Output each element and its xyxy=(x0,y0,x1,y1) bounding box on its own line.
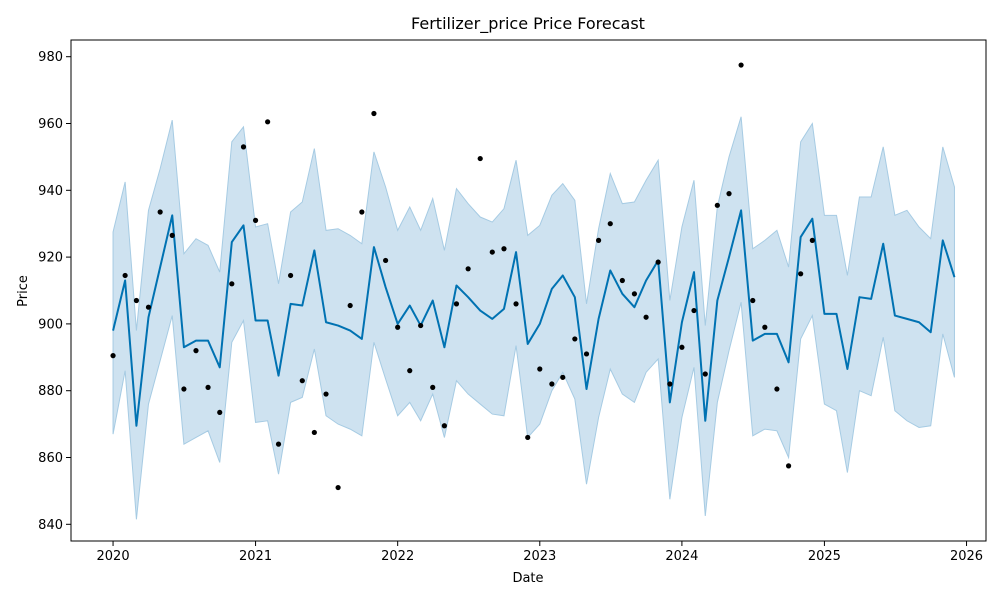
observed-point xyxy=(110,353,116,359)
y-tick-label: 980 xyxy=(38,50,63,65)
y-tick-label: 960 xyxy=(38,117,63,132)
observed-point xyxy=(371,110,377,117)
observed-point xyxy=(265,119,271,125)
observed-point xyxy=(133,297,140,304)
observed-point xyxy=(430,384,436,390)
observed-point xyxy=(691,307,697,314)
observed-point xyxy=(762,324,768,330)
observed-point xyxy=(583,351,590,357)
observed-point xyxy=(347,302,353,309)
forecast-line xyxy=(112,209,956,427)
x-tick-label: 2020 xyxy=(97,549,130,564)
observed-point xyxy=(205,384,211,390)
observed-point xyxy=(193,348,199,354)
observed-point xyxy=(157,209,163,215)
observed-point xyxy=(809,237,815,243)
observed-point xyxy=(181,386,187,392)
y-tick-label: 920 xyxy=(38,251,63,266)
observed-point xyxy=(655,259,661,265)
observed-point xyxy=(477,155,483,162)
observed-point xyxy=(549,381,555,387)
y-tick-label: 900 xyxy=(38,317,63,332)
observed-point xyxy=(465,266,471,272)
x-tick-label: 2024 xyxy=(665,549,698,564)
observed-point xyxy=(738,62,744,68)
chart-title: Fertilizer_price Price Forecast xyxy=(411,14,645,34)
observed-point xyxy=(501,246,507,252)
observed-point xyxy=(395,324,401,330)
x-tick-label: 2021 xyxy=(239,549,272,564)
y-axis-ticks: 840 860 880 900 920 940 960 980 xyxy=(38,50,71,533)
y-tick-label: 880 xyxy=(38,384,63,399)
x-tick-label: 2025 xyxy=(808,549,841,564)
observed-point xyxy=(595,237,602,243)
observed-point xyxy=(798,271,804,277)
observed-point xyxy=(229,281,235,287)
observed-point xyxy=(169,232,175,238)
observed-point xyxy=(240,144,247,150)
observed-point xyxy=(513,301,519,307)
observed-point xyxy=(441,423,447,429)
observed-point xyxy=(359,209,365,215)
x-tick-label: 2026 xyxy=(950,549,983,564)
observed-point xyxy=(785,463,792,469)
y-tick-label: 940 xyxy=(38,184,63,199)
y-tick-label: 840 xyxy=(38,518,63,533)
observed-point xyxy=(619,277,625,284)
uncertainty-interval-layer xyxy=(112,116,955,520)
observed-point xyxy=(726,191,732,197)
observed-point xyxy=(537,366,543,372)
observed-point xyxy=(383,257,389,264)
observed-point xyxy=(407,368,413,374)
observed-point xyxy=(275,441,282,447)
observed-point xyxy=(489,249,495,255)
observed-point xyxy=(311,429,317,436)
observed-points-layer xyxy=(110,62,815,491)
observed-point xyxy=(335,484,341,491)
observed-point xyxy=(525,434,531,441)
observed-point xyxy=(643,314,649,320)
plot-frame xyxy=(70,39,987,542)
observed-point xyxy=(122,272,128,279)
x-axis-label: Date xyxy=(512,571,543,586)
observed-point xyxy=(323,391,329,397)
observed-point xyxy=(572,336,578,342)
observed-point xyxy=(217,409,223,416)
forecast-line-layer xyxy=(112,209,956,427)
x-tick-label: 2023 xyxy=(523,549,556,564)
uncertainty-band xyxy=(112,116,955,520)
observed-point xyxy=(774,386,780,392)
y-axis-label: Price xyxy=(16,275,31,307)
observed-point xyxy=(750,297,756,304)
x-axis-ticks: 2020 2021 2022 2023 2024 2025 2026 xyxy=(97,541,983,564)
observed-point xyxy=(453,301,460,307)
observed-point xyxy=(252,217,259,223)
observed-point xyxy=(607,221,613,227)
y-tick-label: 860 xyxy=(38,451,63,466)
observed-point xyxy=(679,344,685,350)
observed-point xyxy=(560,374,566,380)
observed-point xyxy=(667,381,673,387)
observed-point xyxy=(288,272,294,279)
x-tick-label: 2022 xyxy=(381,549,414,564)
observed-point xyxy=(145,304,152,310)
observed-point xyxy=(299,378,305,384)
observed-point xyxy=(714,202,720,208)
observed-point xyxy=(418,322,424,329)
observed-point xyxy=(702,371,708,377)
observed-point xyxy=(631,291,638,297)
